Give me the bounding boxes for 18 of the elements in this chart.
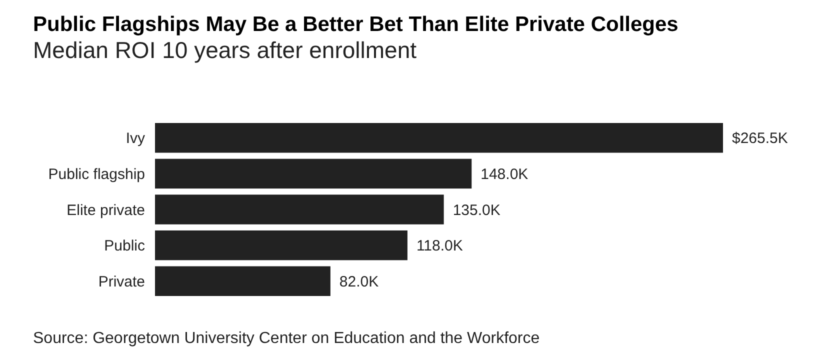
bar <box>155 266 330 296</box>
y-tick-label: Ivy <box>126 130 146 148</box>
bar <box>155 194 444 224</box>
bar <box>155 123 723 153</box>
data-label: 148.0K <box>480 166 528 183</box>
y-tick-label: Public flagship <box>48 166 145 183</box>
y-tick-label: Public <box>104 238 146 255</box>
data-label: 118.0K <box>416 238 463 255</box>
y-tick-label: Private <box>98 273 145 290</box>
data-label: 82.0K <box>339 273 379 290</box>
source-note: Source: Georgetown University Center on Education and the Workforce <box>33 330 540 347</box>
data-label: $265.5K <box>732 130 788 148</box>
bar <box>155 158 472 189</box>
y-tick-label: Elite private <box>66 202 145 219</box>
data-label: 135.0K <box>452 202 500 219</box>
chart-subtitle: Median ROI 10 years after enrollment <box>33 37 418 63</box>
bar <box>155 230 408 260</box>
chart-title: Public Flagships May Be a Better Bet Than Elite Private Colleges <box>33 13 678 36</box>
